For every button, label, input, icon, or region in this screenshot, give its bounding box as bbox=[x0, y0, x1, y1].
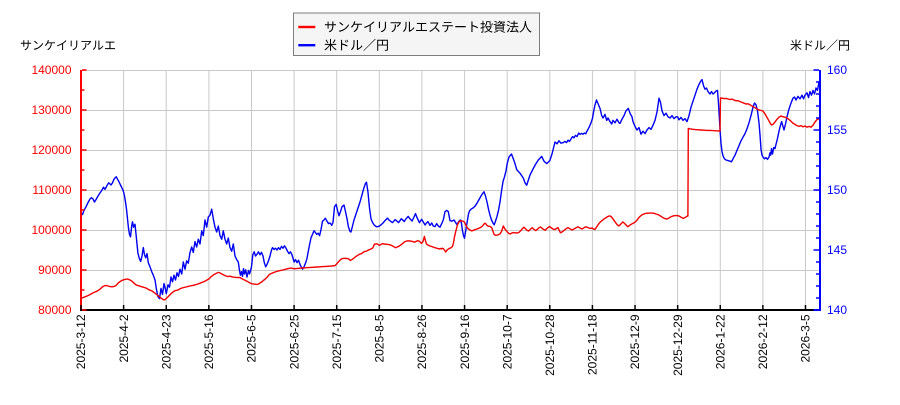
svg-text:140: 140 bbox=[827, 303, 847, 317]
svg-text:2025-8-5: 2025-8-5 bbox=[373, 314, 387, 362]
svg-text:2026-2-12: 2026-2-12 bbox=[756, 314, 770, 369]
svg-text:2026-3-5: 2026-3-5 bbox=[799, 314, 813, 362]
svg-text:2025-12-9: 2025-12-9 bbox=[628, 314, 642, 369]
svg-text:2025-11-18: 2025-11-18 bbox=[586, 314, 600, 375]
svg-text:2025-10-7: 2025-10-7 bbox=[500, 314, 514, 369]
svg-text:2025-10-28: 2025-10-28 bbox=[543, 314, 557, 376]
svg-text:2025-6-25: 2025-6-25 bbox=[287, 314, 301, 369]
svg-text:160: 160 bbox=[827, 63, 847, 77]
svg-text:120000: 120000 bbox=[31, 143, 71, 157]
svg-text:140000: 140000 bbox=[31, 63, 71, 77]
svg-text:2025-3-12: 2025-3-12 bbox=[74, 314, 88, 369]
svg-text:2025-12-29: 2025-12-29 bbox=[671, 314, 685, 376]
svg-text:2025-8-26: 2025-8-26 bbox=[415, 314, 429, 369]
svg-text:155: 155 bbox=[827, 123, 847, 137]
svg-text:80000: 80000 bbox=[38, 303, 72, 317]
svg-text:100000: 100000 bbox=[31, 223, 71, 237]
svg-text:2025-4-2: 2025-4-2 bbox=[117, 314, 131, 362]
svg-text:130000: 130000 bbox=[31, 103, 71, 117]
svg-text:110000: 110000 bbox=[32, 183, 71, 197]
svg-text:2025-5-16: 2025-5-16 bbox=[202, 314, 216, 369]
svg-text:2025-6-5: 2025-6-5 bbox=[245, 314, 259, 362]
svg-text:145: 145 bbox=[827, 243, 847, 257]
svg-text:2025-4-23: 2025-4-23 bbox=[159, 314, 173, 369]
svg-text:2026-1-22: 2026-1-22 bbox=[713, 314, 727, 369]
svg-text:90000: 90000 bbox=[38, 263, 72, 277]
svg-text:150: 150 bbox=[827, 183, 847, 197]
svg-text:2025-7-15: 2025-7-15 bbox=[330, 314, 344, 369]
svg-text:2025-9-16: 2025-9-16 bbox=[458, 314, 472, 369]
